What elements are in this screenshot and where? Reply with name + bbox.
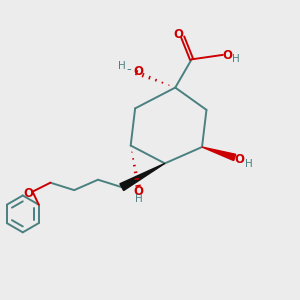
Text: O: O xyxy=(24,188,34,200)
Text: O: O xyxy=(134,185,144,198)
Text: H: H xyxy=(232,54,240,64)
Text: O: O xyxy=(235,153,245,166)
Polygon shape xyxy=(202,147,236,160)
Polygon shape xyxy=(120,164,165,190)
Text: H: H xyxy=(245,159,253,169)
Text: H: H xyxy=(135,194,142,204)
Text: -: - xyxy=(126,63,131,76)
Text: O: O xyxy=(133,65,143,78)
Text: H: H xyxy=(118,61,126,71)
Text: O: O xyxy=(222,49,232,62)
Text: O: O xyxy=(173,28,183,40)
